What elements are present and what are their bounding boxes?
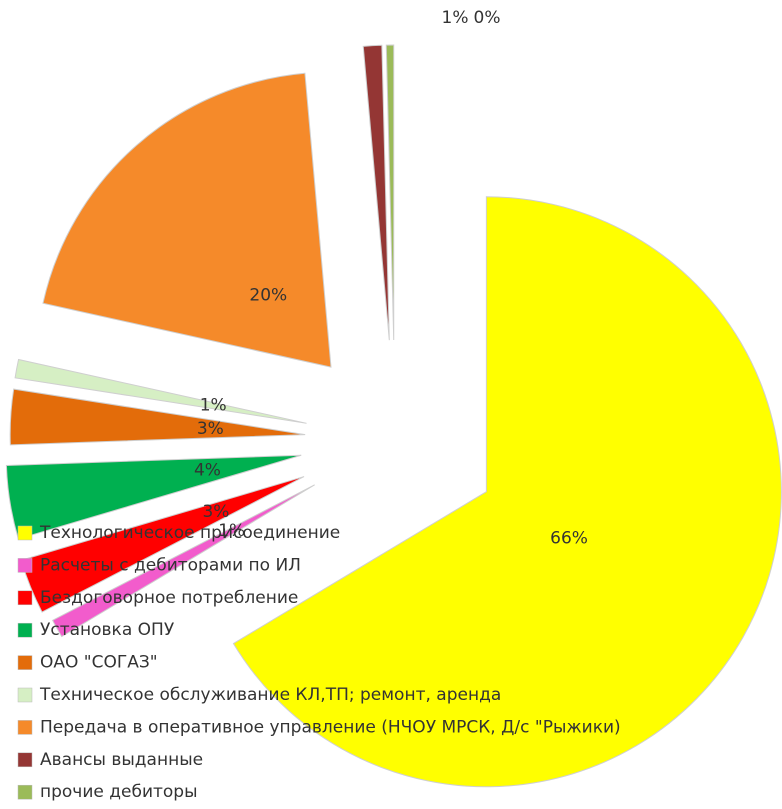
legend-label: Расчеты с дебиторами по ИЛ: [40, 555, 301, 575]
legend-label: Установка ОПУ: [40, 620, 175, 640]
data-label: 1%: [442, 8, 469, 28]
data-label: 3%: [197, 419, 224, 439]
legend-swatch: [17, 525, 33, 541]
data-label: 4%: [194, 460, 221, 480]
legend-swatch: [17, 622, 33, 638]
legend-swatch: [17, 655, 33, 670]
data-label: 20%: [249, 286, 287, 306]
pie-slice: [42, 72, 332, 368]
data-label: 1%: [218, 521, 245, 541]
legend-swatch: [17, 720, 33, 735]
legend-swatch: [17, 687, 33, 703]
legend-label: Бездоговорное потребление: [40, 588, 298, 608]
legend-swatch: [17, 590, 33, 606]
data-label: 1%: [200, 396, 227, 416]
data-label: 0%: [474, 8, 501, 28]
data-label: 66%: [550, 529, 588, 549]
pie-slice: [232, 196, 782, 788]
pie-slice: [385, 44, 395, 341]
legend-label: Технологическое присоединение: [39, 523, 340, 543]
legend-swatch: [17, 558, 33, 573]
pie-slice: [14, 358, 307, 424]
data-label: 3%: [202, 502, 229, 522]
legend-label: ОАО "СОГАЗ": [40, 653, 158, 673]
legend-label: прочие дебиторы: [40, 782, 198, 802]
legend-label: Техническое обслуживание КЛ,ТП; ремонт, …: [39, 685, 501, 705]
pie-slice: [51, 484, 315, 638]
pie-slice: [362, 44, 390, 341]
legend-label: Авансы выданные: [40, 750, 203, 770]
legend-label: Передача в оперативное управление (НЧОУ …: [40, 717, 621, 737]
pie-slice: [9, 388, 306, 446]
legend-swatch: [17, 752, 33, 768]
legend-swatch: [17, 784, 33, 800]
